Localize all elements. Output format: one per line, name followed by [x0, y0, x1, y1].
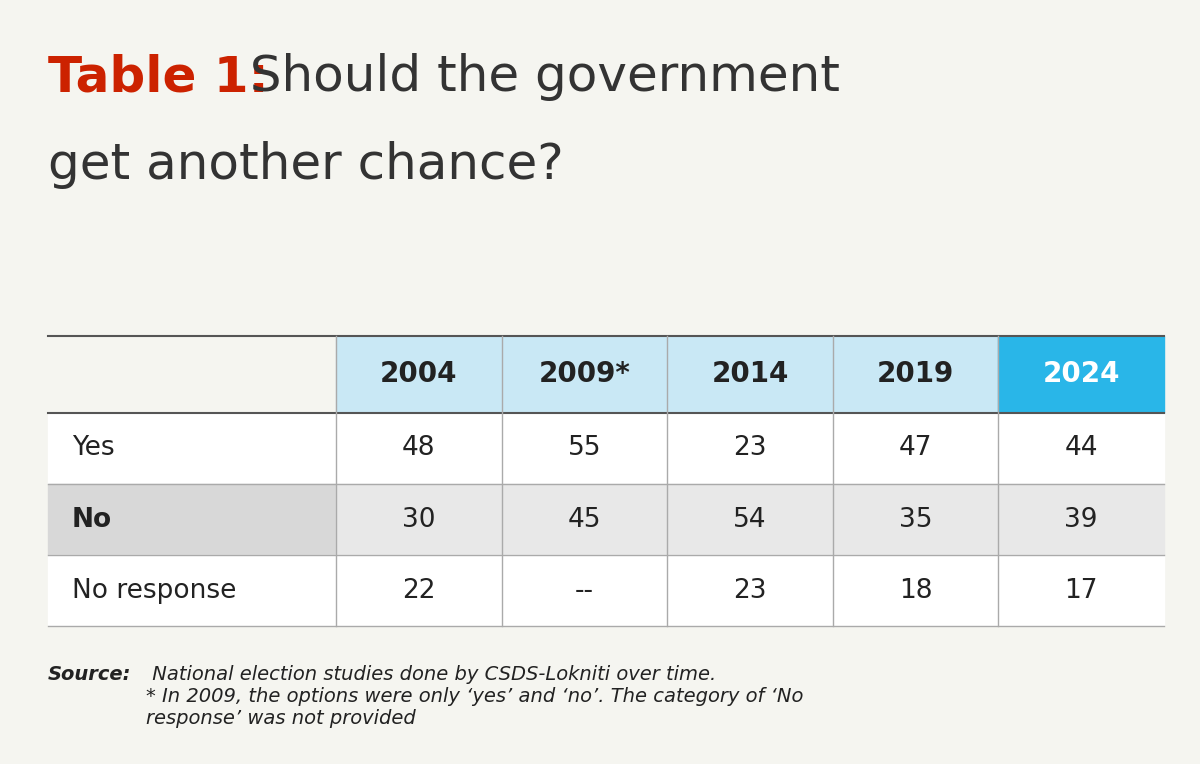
Text: 22: 22 [402, 578, 436, 604]
Bar [336, 555, 502, 626]
Bar [502, 413, 667, 484]
Text: 35: 35 [899, 507, 932, 533]
Bar [667, 484, 833, 555]
Text: 23: 23 [733, 578, 767, 604]
Bar [336, 413, 502, 484]
Text: get another chance?: get another chance? [48, 141, 564, 189]
Text: No: No [72, 507, 112, 533]
Text: 17: 17 [1064, 578, 1098, 604]
Bar [502, 555, 667, 626]
Bar [833, 555, 998, 626]
Text: 39: 39 [1064, 507, 1098, 533]
Text: No response: No response [72, 578, 236, 604]
Bar [998, 413, 1164, 484]
Bar [667, 413, 833, 484]
Bar [502, 484, 667, 555]
Text: --: -- [575, 578, 594, 604]
Text: Table 1:: Table 1: [48, 53, 269, 102]
Text: 45: 45 [568, 507, 601, 533]
Text: 48: 48 [402, 435, 436, 461]
Text: 2019: 2019 [877, 361, 954, 388]
Bar [833, 413, 998, 484]
Bar [667, 555, 833, 626]
Bar [998, 555, 1164, 626]
Bar [48, 413, 336, 484]
Text: 55: 55 [568, 435, 601, 461]
Text: 30: 30 [402, 507, 436, 533]
Text: 54: 54 [733, 507, 767, 533]
Text: National election studies done by CSDS-Lokniti over time.
* In 2009, the options: National election studies done by CSDS-L… [146, 665, 804, 727]
Text: 2024: 2024 [1043, 361, 1120, 388]
Text: Should the government: Should the government [234, 53, 840, 102]
Text: 47: 47 [899, 435, 932, 461]
Bar [833, 484, 998, 555]
Text: Source:: Source: [48, 665, 131, 684]
Bar [48, 484, 336, 555]
Text: 2009*: 2009* [539, 361, 630, 388]
Text: 44: 44 [1064, 435, 1098, 461]
Text: 2004: 2004 [380, 361, 457, 388]
Text: 18: 18 [899, 578, 932, 604]
Text: Yes: Yes [72, 435, 115, 461]
Text: 2014: 2014 [712, 361, 788, 388]
Bar [336, 484, 502, 555]
Bar [48, 555, 336, 626]
Bar [998, 484, 1164, 555]
Text: 23: 23 [733, 435, 767, 461]
